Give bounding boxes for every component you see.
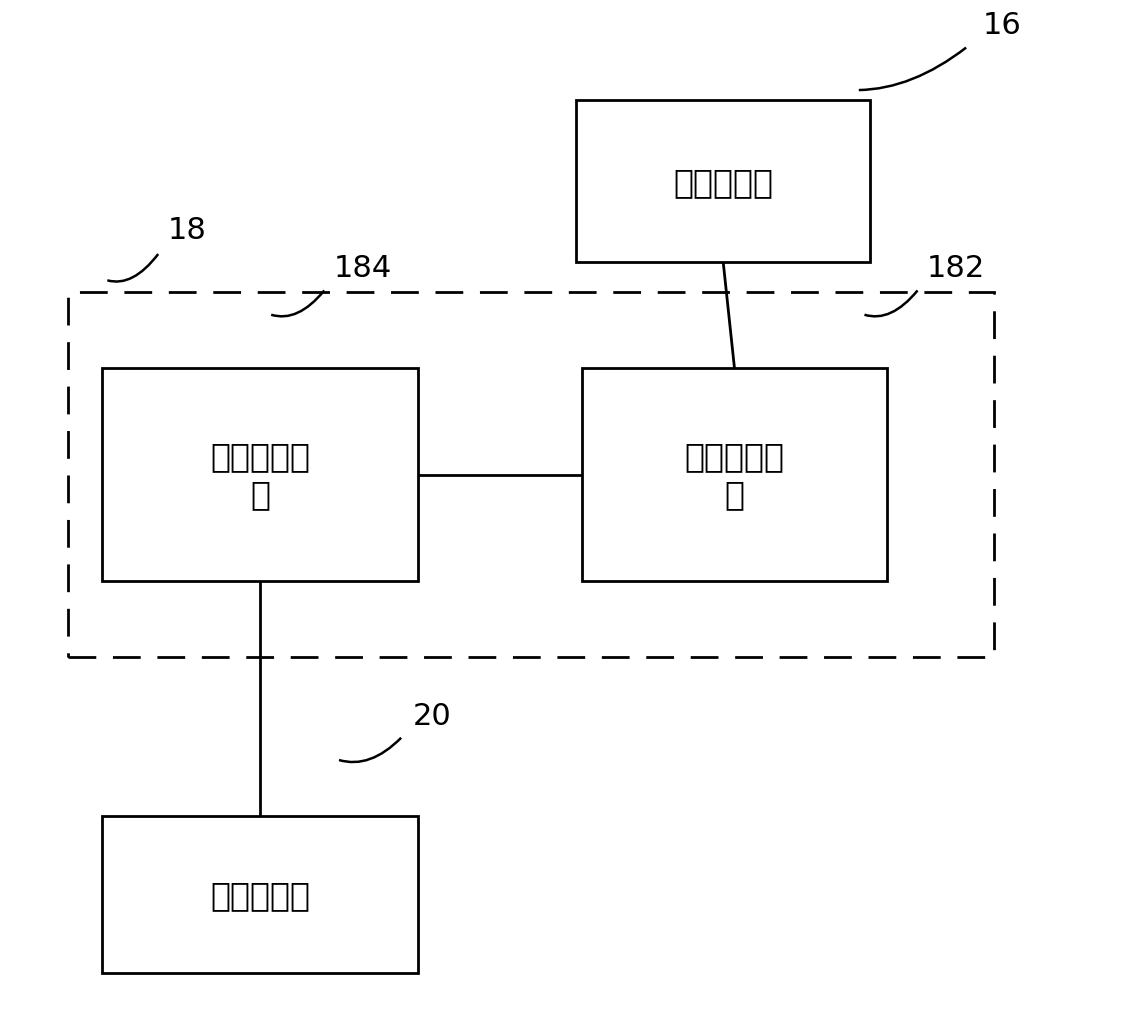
Text: 18: 18 (167, 215, 206, 245)
Bar (102, 817, 418, 973)
Bar (102, 369, 418, 581)
Text: 182: 182 (927, 254, 985, 283)
Text: 20: 20 (412, 701, 451, 730)
Bar (576, 101, 870, 263)
Text: 184: 184 (333, 254, 392, 283)
Text: 下变频单元: 下变频单元 (673, 166, 773, 198)
Text: 上变频单元: 上变频单元 (210, 879, 310, 911)
Text: 16: 16 (983, 11, 1022, 40)
Text: 中频滤波单
元: 中频滤波单 元 (210, 440, 310, 511)
Text: 中频补偿单
元: 中频补偿单 元 (685, 440, 784, 511)
Bar (582, 369, 887, 581)
Bar (68, 293, 994, 657)
